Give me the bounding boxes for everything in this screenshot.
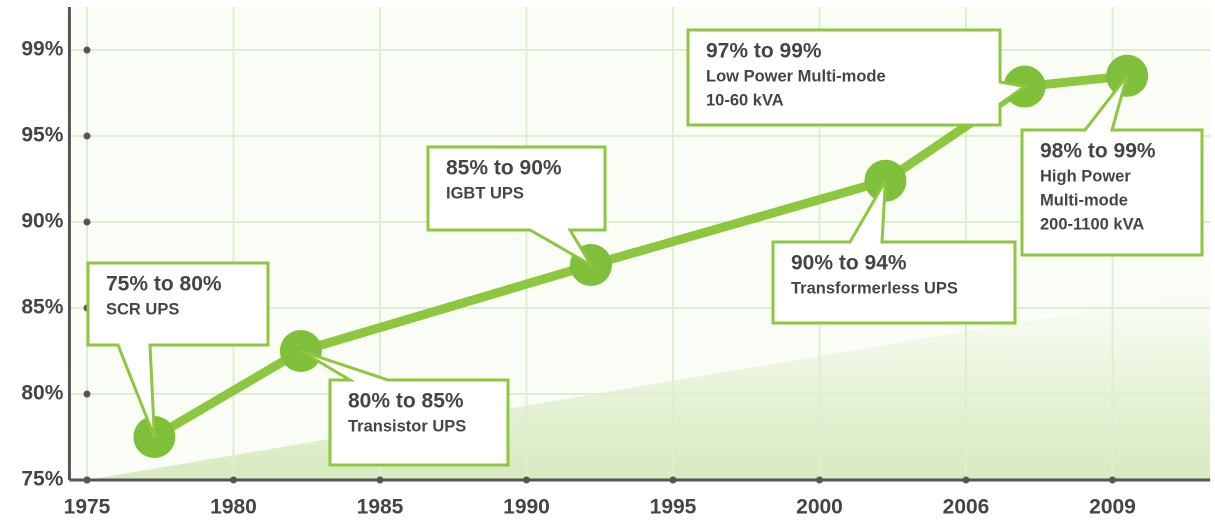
callout-box <box>426 145 607 270</box>
x-tick-label: 1985 <box>357 496 404 519</box>
callout-text: Transistor UPS <box>348 417 466 435</box>
callout-title: 98% to 99% <box>1040 140 1156 163</box>
callout-text: High Power <box>1040 167 1131 185</box>
x-tick-label: 2000 <box>796 496 843 519</box>
y-tick-mark <box>83 46 91 54</box>
x-tick-label: 1975 <box>64 496 111 519</box>
y-tick-mark <box>83 390 91 398</box>
callout-text: SCR UPS <box>106 300 179 318</box>
callout-text: 200-1100 kVA <box>1040 215 1144 233</box>
callout-box <box>1020 74 1204 257</box>
y-tick-mark <box>83 132 91 140</box>
callout-box <box>771 179 1017 325</box>
x-tick-label: 1980 <box>210 496 257 519</box>
x-tick-label: 2009 <box>1089 496 1136 519</box>
callout-title: 97% to 99% <box>706 40 822 63</box>
callout-title: 85% to 90% <box>446 157 562 180</box>
x-tick-label: 1995 <box>650 496 697 519</box>
callout-text: IGBT UPS <box>446 184 524 202</box>
callout-title: 90% to 94% <box>791 252 907 275</box>
y-tick-label: 99% <box>21 38 63 61</box>
x-tick-label: 1990 <box>503 496 550 519</box>
y-tick-label: 85% <box>21 296 63 319</box>
callout-text: Low Power Multi-mode <box>706 67 886 85</box>
callout-box <box>86 261 270 438</box>
callout-text: 10-60 kVA <box>706 91 784 109</box>
callout-title: 80% to 85% <box>348 390 464 413</box>
callout-text: Transformerless UPS <box>791 279 958 297</box>
callout-box <box>300 349 510 467</box>
callout-text: Multi-mode <box>1040 191 1128 209</box>
y-tick-mark <box>83 218 91 226</box>
y-tick-label: 90% <box>21 210 63 233</box>
y-tick-label: 80% <box>21 382 63 405</box>
y-tick-label: 75% <box>21 468 63 491</box>
callout-box <box>686 28 1029 127</box>
y-tick-label: 95% <box>21 124 63 147</box>
x-tick-label: 2006 <box>943 496 990 519</box>
callout-title: 75% to 80% <box>106 273 222 296</box>
